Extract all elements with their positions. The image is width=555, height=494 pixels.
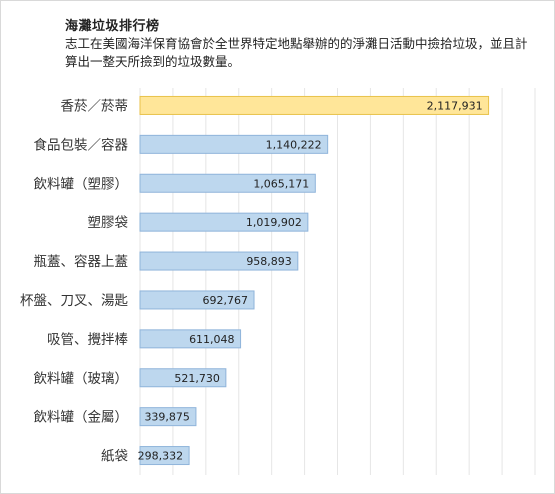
- bars: [139, 95, 490, 466]
- value-label: 521,730: [174, 372, 220, 385]
- bar: [139, 407, 197, 427]
- value-label: 692,767: [203, 294, 249, 307]
- value-label: 339,875: [144, 411, 190, 424]
- chart-subtitle: 志工在美國海洋保育協會於全世界特定地點舉辦的的淨灘日活動中撿拾垃圾，並且計算出一…: [65, 36, 528, 69]
- category-label: 塑膠袋: [88, 215, 129, 231]
- value-label: 1,140,222: [266, 138, 322, 151]
- bar: [139, 251, 299, 271]
- value-label: 958,893: [246, 255, 292, 268]
- bar: [139, 446, 190, 466]
- chart-title: 海灘垃圾排行榜: [65, 19, 160, 34]
- bar: [139, 134, 329, 154]
- category-label: 飲料罐（金屬）: [34, 410, 129, 426]
- category-label: 飲料罐（塑膠）: [34, 176, 129, 192]
- category-label: 飲料罐（玻璃）: [34, 370, 129, 387]
- value-labels: 2,117,931 1,140,222 1,065,171 1,019,902 958,…: [138, 99, 483, 462]
- value-label: 1,065,171: [253, 177, 309, 190]
- bar: [139, 173, 316, 193]
- category-label: 香菸／菸蒂: [61, 98, 129, 114]
- category-label: 食品包裝／容器: [34, 136, 129, 153]
- bar: [139, 95, 490, 115]
- value-label: 1,019,902: [246, 216, 302, 229]
- value-label: 298,332: [138, 450, 184, 463]
- category-label: 吸管、攪拌棒: [47, 332, 128, 348]
- value-label: 2,117,931: [427, 99, 483, 112]
- category-label: 紙袋: [101, 449, 128, 465]
- value-label: 611,048: [189, 333, 235, 346]
- bar: [139, 368, 227, 388]
- category-label: 杯盤、刀叉、湯匙: [20, 292, 128, 309]
- bar: [139, 290, 255, 310]
- category-label: 瓶蓋、容器上蓋: [34, 253, 129, 270]
- bar: [139, 329, 242, 349]
- bar: [139, 212, 309, 232]
